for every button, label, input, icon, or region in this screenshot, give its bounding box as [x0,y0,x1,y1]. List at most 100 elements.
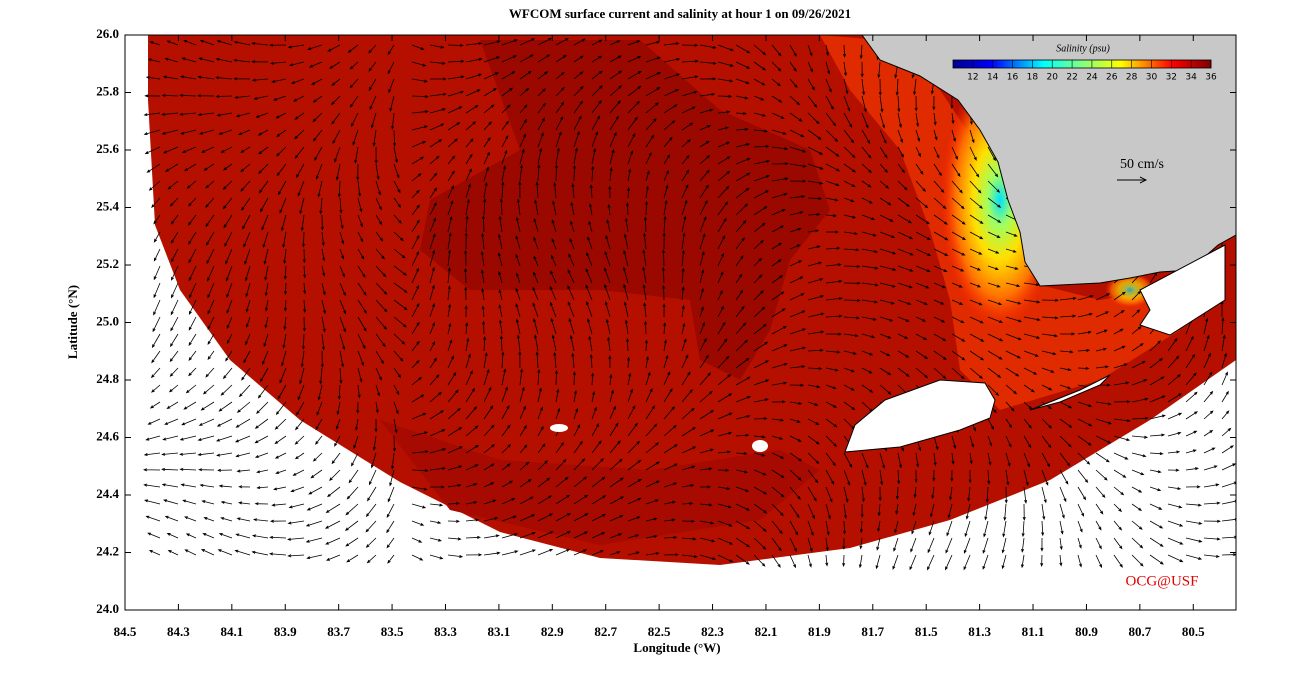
current-vector [301,333,306,351]
current-vector [861,333,876,339]
current-vector [179,112,197,116]
current-vector [273,95,287,101]
current-vector [753,222,766,233]
current-vector [735,486,750,492]
current-vector [663,388,673,403]
current-vector [393,384,400,396]
current-vector [1041,469,1049,486]
current-vector [447,371,457,386]
current-vector [645,442,660,454]
current-vector [1167,486,1182,490]
current-vector [465,353,471,369]
current-vector [367,486,377,502]
current-vector [807,520,814,537]
current-vector [271,78,287,83]
current-vector [499,198,503,216]
current-vector [411,250,420,267]
current-vector [1001,537,1007,554]
current-vector [644,200,649,216]
current-vector [260,197,269,213]
current-vector [216,418,233,427]
current-vector [645,355,649,369]
current-vector [447,215,453,233]
current-vector [1203,334,1210,352]
current-vector [251,42,269,46]
current-vector [393,299,408,311]
current-vector [735,520,751,530]
current-vector [627,516,641,522]
current-vector [895,78,899,96]
current-vector [483,463,495,471]
current-vector [1095,452,1110,463]
current-vector [339,197,343,214]
current-vector [447,266,451,284]
current-vector [312,112,323,123]
current-vector [897,265,914,272]
current-vector [573,513,589,522]
current-vector [573,476,588,488]
current-vector [143,129,161,136]
current-vector [699,61,717,65]
current-vector [588,335,593,352]
current-vector [1113,520,1123,531]
land [861,35,1236,287]
current-vector [223,214,233,229]
current-vector [915,180,926,192]
x-tick-label: 82.9 [541,624,564,639]
current-vector [393,265,407,276]
current-vector [861,146,872,159]
current-vector [929,503,935,518]
colorbar-tick-label: 32 [1166,73,1177,83]
current-vector [368,78,377,91]
current-vector [532,302,539,318]
current-vector [188,299,197,315]
current-vector [387,61,395,75]
current-vector [317,180,323,198]
current-vector [515,287,521,301]
current-vector [807,312,825,318]
current-vector [969,367,983,379]
current-vector [429,321,435,335]
current-vector [645,87,661,97]
current-vector [771,225,785,233]
current-vector [498,233,503,250]
current-vector [1005,367,1020,377]
current-vector [915,197,929,209]
current-vector [735,172,751,182]
current-vector [465,168,472,182]
current-vector [897,333,909,339]
current-vector [789,260,803,267]
current-vector [645,480,660,488]
current-vector [879,163,888,173]
current-vector [356,163,360,181]
current-vector [245,333,251,346]
x-tick-label: 83.3 [434,624,457,639]
current-vector [753,112,767,117]
current-vector [269,552,287,556]
current-vector [915,214,930,225]
x-tick-label: 81.9 [808,624,831,639]
current-vector [1131,397,1149,403]
current-vector [753,486,768,495]
current-vector [1131,309,1141,318]
current-vector [197,452,215,457]
current-vector [681,554,698,558]
current-vector [411,359,420,369]
current-vector [663,215,667,233]
current-vector [391,452,395,470]
current-vector [284,282,288,296]
current-vector [591,147,597,165]
current-vector [1041,298,1060,302]
current-vector [1203,519,1222,523]
current-vector [825,452,836,467]
current-vector [245,316,251,328]
current-vector [753,144,770,148]
current-vector [1113,435,1131,442]
current-vector [196,94,215,98]
current-vector [1149,486,1162,492]
current-vector [585,284,593,301]
current-vector [294,129,305,140]
current-vector [789,418,801,423]
current-vector [537,71,549,80]
current-vector [933,316,946,323]
